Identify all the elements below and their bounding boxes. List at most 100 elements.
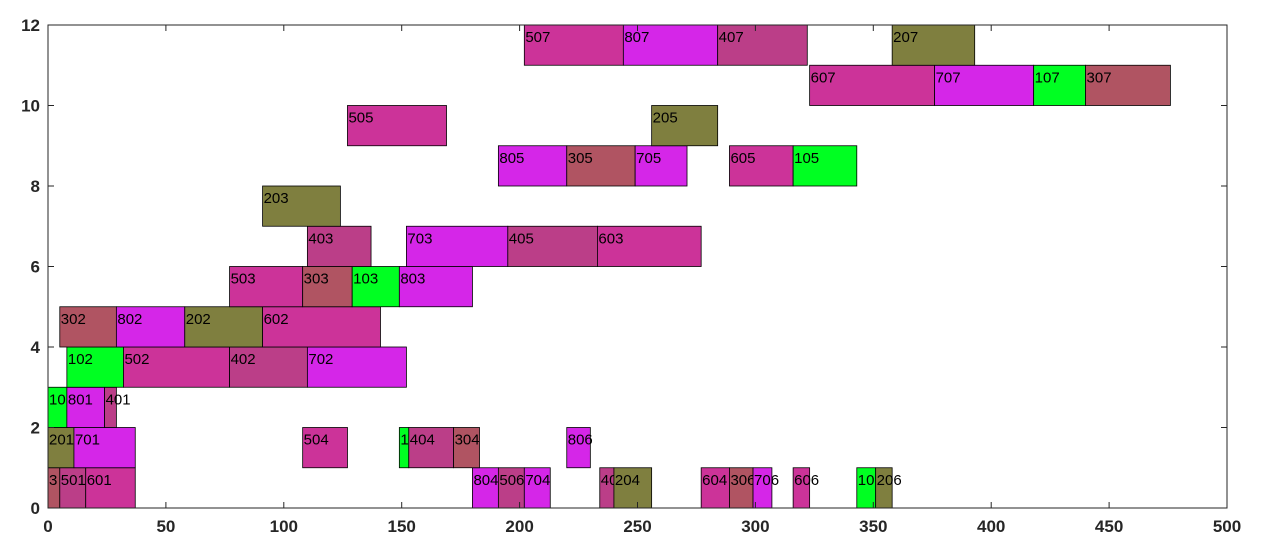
task-bar-label: 107	[1035, 69, 1060, 86]
x-tick-label: 500	[1213, 517, 1241, 536]
task-bar: 403	[306, 225, 372, 267]
task-bar-label: 603	[598, 230, 623, 247]
task-bar: 10	[47, 386, 68, 428]
task-bar-label: 305	[568, 150, 593, 167]
task-bar-label: 40	[601, 472, 618, 489]
task-bar: 602	[262, 306, 381, 348]
task-bar: 304	[453, 427, 480, 469]
task-bar-label: 606	[794, 472, 819, 489]
task-bar-label: 401	[106, 391, 131, 408]
task-bar-rect	[729, 145, 794, 187]
x-tick-label: 250	[623, 517, 651, 536]
task-bar: 807	[622, 24, 719, 66]
y-tick-label: 2	[31, 419, 40, 438]
task-bar-rect	[523, 24, 624, 66]
task-bar-label: 102	[68, 351, 93, 368]
task-bar-label: 501	[61, 472, 86, 489]
task-bar-label: 803	[400, 271, 425, 288]
task-bar-label: 201	[49, 432, 74, 449]
task-bar: 802	[115, 306, 186, 348]
task-bar: 401	[104, 386, 131, 428]
task-bar: 205	[651, 105, 719, 147]
y-tick-label: 0	[31, 499, 40, 518]
y-tick-label: 12	[21, 16, 40, 35]
task-bar: 803	[398, 266, 473, 308]
task-bar: 204	[613, 467, 653, 509]
task-bar-rect	[347, 105, 447, 147]
task-bar-label: 506	[499, 472, 524, 489]
task-bar-label: 706	[754, 472, 779, 489]
task-bar-rect	[47, 427, 75, 469]
task-bar-label: 1	[400, 432, 408, 449]
task-bar: 507	[523, 24, 624, 66]
task-bar-rect	[306, 225, 372, 267]
task-bar-rect	[613, 467, 653, 509]
task-bar-rect	[184, 306, 263, 348]
task-bar-label: 502	[124, 351, 149, 368]
task-bar: 801	[66, 386, 105, 428]
task-bar-label: 10	[858, 472, 875, 489]
task-bar: 702	[306, 346, 407, 388]
task-bar: 10	[856, 467, 877, 509]
task-bar: 305	[566, 145, 636, 187]
task-bar-rect	[262, 306, 381, 348]
task-bar-rect	[597, 225, 702, 267]
task-bar: 805	[497, 145, 568, 187]
task-bar-rect	[73, 427, 136, 469]
task-bar-rect	[497, 145, 568, 187]
x-tick-label: 350	[859, 517, 887, 536]
task-bar-label: 505	[348, 110, 373, 127]
task-bar-label: 402	[231, 351, 256, 368]
task-bar-label: 207	[893, 29, 918, 46]
task-bar: 302	[59, 306, 117, 348]
task-bar: 607	[809, 64, 936, 106]
task-bar-label: 507	[525, 29, 550, 46]
x-tick-label: 0	[43, 517, 52, 536]
task-bar-rect	[717, 24, 808, 66]
task-bar-label: 701	[75, 432, 100, 449]
x-axis: 0 50 100 150 200 250 300 350 400 450 500	[43, 25, 1241, 536]
task-bar: 506	[497, 467, 525, 509]
task-bar: 703	[406, 225, 509, 267]
task-bar-label: 10	[49, 391, 66, 408]
task-bar-label: 403	[308, 230, 333, 247]
task-bar-label: 202	[186, 311, 211, 328]
task-bar-label: 807	[624, 29, 649, 46]
task-bar-rect	[453, 427, 480, 469]
task-bar-rect	[229, 266, 304, 308]
task-bar: 203	[262, 185, 341, 227]
task-bar: 306	[729, 467, 755, 509]
task-bar: 505	[347, 105, 447, 147]
task-bar-rect	[66, 346, 124, 388]
task-bar-label: 504	[304, 432, 329, 449]
task-bar-rect	[566, 427, 591, 469]
task-bar: 501	[59, 467, 87, 509]
task-bar-rect	[66, 386, 105, 428]
task-bar-label: 601	[87, 472, 112, 489]
task-bar-label: 704	[525, 472, 550, 489]
task-bar: 102	[66, 346, 124, 388]
task-bar-label: 103	[353, 271, 378, 288]
task-bar-rect	[302, 266, 353, 308]
task-bar-label: 105	[794, 150, 819, 167]
x-tick-label: 100	[270, 517, 298, 536]
task-bar-label: 802	[117, 311, 142, 328]
task-bar-rect	[622, 24, 719, 66]
task-bar: 504	[302, 427, 348, 469]
task-bar-label: 405	[509, 230, 534, 247]
task-bar-label: 703	[407, 230, 432, 247]
task-bar-rect	[891, 24, 976, 66]
task-bar-label: 302	[61, 311, 86, 328]
x-tick-label: 50	[156, 517, 175, 536]
task-bar-rect	[934, 64, 1035, 106]
task-bar: 704	[523, 467, 551, 509]
y-tick-label: 4	[31, 338, 41, 357]
x-tick-label: 450	[1095, 517, 1123, 536]
task-bar-rect	[651, 105, 719, 147]
task-bar-rect	[792, 145, 858, 187]
task-bar: 603	[597, 225, 702, 267]
y-axis: 0 2 4 6 8 10 12	[21, 16, 1227, 518]
task-bar: 804	[472, 467, 499, 509]
task-bar: 206	[875, 467, 902, 509]
